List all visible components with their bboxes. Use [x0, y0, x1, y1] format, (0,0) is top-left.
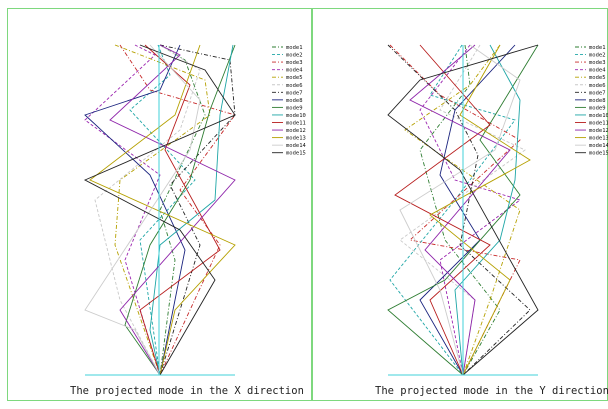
mode2-legend-label: mode2 [286, 53, 303, 59]
mode4-legend-label: mode4 [286, 68, 303, 74]
mode11-curve [139, 44, 221, 376]
mode7-legend-label: mode7 [286, 90, 303, 96]
mode14-curve [84, 44, 201, 376]
mode9-legend-label: mode9 [286, 105, 303, 111]
mode7-curve [159, 44, 236, 376]
mode2-curve [129, 44, 196, 376]
mode11-curve [394, 44, 491, 376]
mode8-curve [419, 44, 516, 376]
mode8-curve [84, 44, 186, 376]
mode14-legend-label: mode14 [589, 143, 608, 149]
mode12-curve [109, 44, 236, 376]
mode13-curve [89, 44, 236, 376]
mode1-legend-label: mode1 [589, 45, 606, 51]
mode6-legend-label: mode6 [589, 83, 606, 89]
mode8-legend-label: mode8 [589, 98, 606, 104]
mode10-legend-label: mode10 [286, 113, 306, 119]
mode13-legend-label: mode13 [589, 136, 608, 142]
mode14-legend-label: mode14 [286, 143, 307, 149]
mode15-legend-label: mode15 [286, 151, 306, 157]
mode3-curve [389, 44, 521, 376]
y-direction-caption: The projected mode in the Y direction [375, 385, 608, 397]
mode4-curve [84, 44, 161, 376]
mode6-legend-label: mode6 [286, 83, 303, 89]
x-mode-curves [83, 44, 236, 376]
mode12-legend-label: mode12 [589, 128, 608, 134]
mode5-legend-label: mode5 [589, 75, 606, 81]
mode4-curve [419, 44, 521, 376]
mode11-legend-label: mode11 [589, 121, 608, 127]
mode15-curve [387, 44, 539, 376]
mode2-legend-label: mode2 [589, 53, 606, 59]
mode15-legend-label: mode15 [589, 151, 608, 157]
mode15-curve [83, 44, 236, 376]
mode10-curve [149, 44, 234, 376]
mode13-legend-label: mode13 [286, 136, 306, 142]
mode13-curve [429, 44, 531, 376]
mode3-curve [119, 44, 236, 376]
mode1-curve [419, 44, 501, 376]
mode9-curve [124, 44, 236, 376]
mode1-curve [159, 44, 206, 376]
mode7-legend-label: mode7 [589, 90, 606, 96]
mode10-curve [454, 44, 521, 376]
mode14-curve [399, 44, 521, 376]
mode10-legend-label: mode10 [589, 113, 608, 119]
mode9-legend-label: mode9 [589, 105, 606, 111]
mode12-curve [409, 44, 511, 376]
mode1-legend-label: mode1 [286, 45, 303, 51]
x-direction-caption: The projected mode in the X direction [70, 385, 304, 397]
mode8-legend-label: mode8 [286, 98, 303, 104]
left-panel-frame [7, 8, 312, 401]
mode3-legend-label: mode3 [589, 60, 606, 66]
y-mode-curves [387, 44, 539, 376]
mode5-legend-label: mode5 [286, 75, 303, 81]
mode4-legend-label: mode4 [589, 68, 606, 74]
mode6-curve [94, 44, 201, 376]
mode12-legend-label: mode12 [286, 128, 306, 134]
mode2-curve [389, 44, 516, 376]
mode11-legend-label: mode11 [286, 121, 306, 127]
mode7-curve [387, 44, 531, 376]
mode3-legend-label: mode3 [286, 60, 303, 66]
